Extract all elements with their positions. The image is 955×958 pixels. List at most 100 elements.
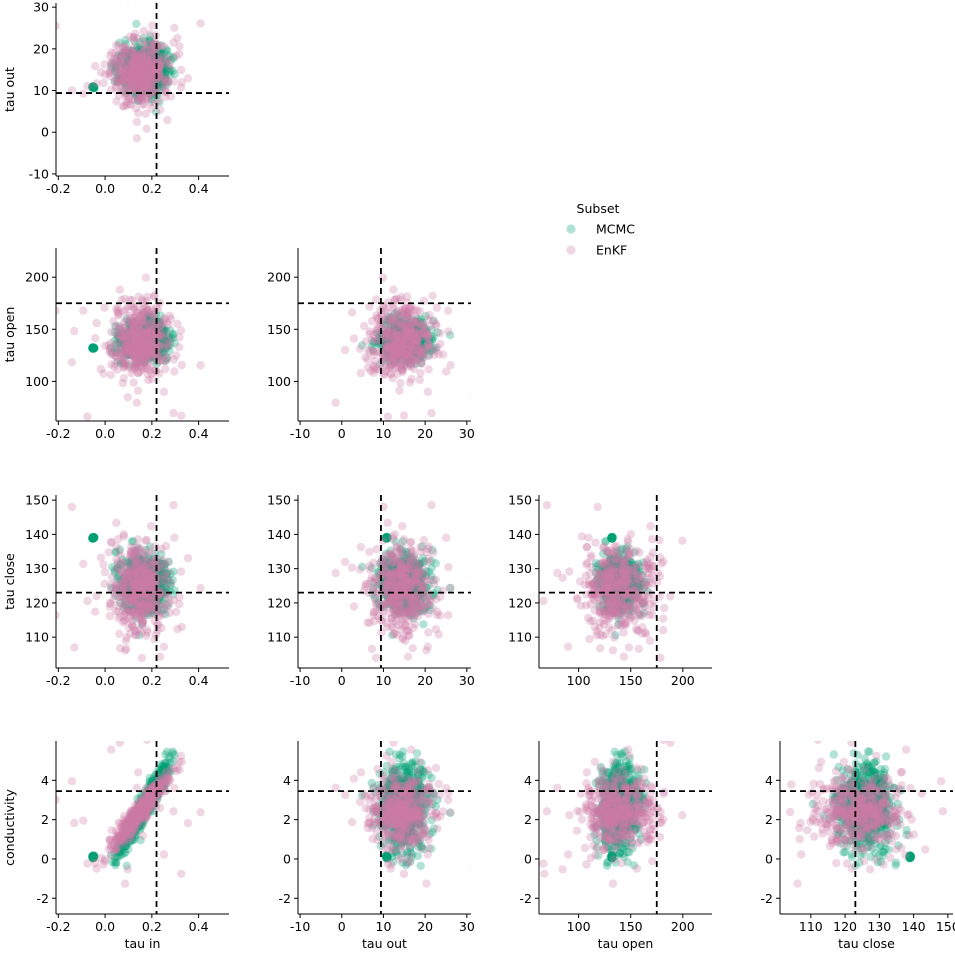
point-mcmc — [137, 327, 146, 336]
point-mcmc — [156, 328, 165, 338]
point-mcmc — [147, 349, 157, 358]
point-enkf — [423, 333, 432, 342]
point-mcmc — [140, 65, 150, 74]
point-mcmc — [144, 330, 153, 339]
point-mcmc — [131, 89, 140, 98]
point-enkf — [112, 97, 121, 106]
point-enkf — [128, 330, 137, 339]
point-mcmc — [142, 327, 151, 336]
x-tick-label: -10 — [290, 426, 310, 441]
point-mcmc — [147, 346, 156, 355]
point-enkf — [130, 55, 139, 64]
point-enkf — [147, 104, 156, 113]
point-mcmc — [89, 83, 98, 92]
point-mcmc — [141, 72, 150, 82]
point-mcmc — [140, 327, 149, 336]
point-mcmc — [123, 61, 132, 70]
point-mcmc — [144, 62, 153, 71]
point-mcmc — [134, 328, 143, 337]
point-enkf — [133, 52, 142, 62]
point-mcmc — [148, 344, 158, 353]
point-mcmc — [155, 318, 165, 327]
point-mcmc — [140, 340, 150, 349]
point-enkf — [118, 558, 127, 567]
point-mcmc — [118, 337, 127, 346]
point-enkf — [142, 79, 151, 88]
point-enkf — [143, 41, 152, 50]
point-enkf — [386, 369, 396, 378]
point-mcmc — [127, 54, 137, 63]
point-mcmc — [128, 330, 137, 339]
point-mcmc — [145, 59, 154, 68]
y-tick-label: 120 — [25, 595, 49, 610]
point-mcmc — [133, 74, 142, 83]
point-mcmc — [132, 327, 141, 336]
point-mcmc — [122, 49, 131, 58]
point-mcmc — [138, 58, 148, 67]
point-enkf — [139, 36, 148, 45]
point-mcmc — [134, 78, 143, 87]
point-enkf — [127, 76, 136, 86]
point-enkf — [133, 73, 143, 82]
point-mcmc — [122, 80, 131, 90]
point-enkf — [136, 59, 145, 69]
point-enkf — [365, 347, 374, 357]
point-mcmc — [147, 61, 156, 71]
point-enkf — [137, 361, 146, 370]
point-enkf — [407, 374, 416, 384]
point-mcmc — [166, 334, 175, 343]
point-mcmc — [123, 341, 132, 350]
point-enkf — [104, 69, 113, 78]
point-mcmc — [135, 65, 145, 75]
point-enkf — [100, 341, 110, 351]
point-mcmc — [132, 336, 141, 345]
point-enkf — [407, 327, 416, 337]
point-enkf — [141, 83, 150, 92]
point-enkf — [127, 68, 136, 77]
point-mcmc — [146, 64, 155, 73]
point-mcmc — [386, 339, 395, 348]
point-mcmc — [158, 340, 167, 349]
point-enkf — [146, 330, 155, 339]
point-enkf — [157, 563, 166, 572]
point-mcmc — [162, 62, 171, 71]
point-mcmc — [136, 75, 145, 84]
point-mcmc — [121, 35, 130, 45]
point-enkf — [137, 71, 147, 80]
point-enkf — [129, 348, 138, 358]
point-enkf — [133, 355, 142, 364]
point-enkf — [136, 60, 145, 69]
point-enkf — [138, 63, 148, 73]
point-mcmc — [125, 324, 134, 333]
point-mcmc — [147, 337, 156, 347]
point-enkf — [111, 340, 121, 350]
point-mcmc — [146, 67, 155, 76]
point-mcmc — [141, 327, 150, 337]
point-mcmc — [129, 71, 138, 80]
point-mcmc — [156, 311, 166, 320]
point-mcmc — [146, 336, 156, 345]
point-enkf — [129, 83, 138, 92]
point-enkf — [153, 55, 162, 64]
point-mcmc — [135, 334, 144, 344]
point-enkf — [120, 358, 129, 367]
y-tick-label: 110 — [25, 630, 49, 645]
point-enkf — [161, 339, 171, 348]
point-mcmc — [140, 331, 149, 340]
point-mcmc — [148, 62, 157, 71]
point-mcmc — [128, 49, 137, 58]
point-mcmc — [139, 60, 149, 69]
point-enkf — [124, 76, 134, 85]
point-mcmc — [137, 54, 146, 63]
point-mcmc — [145, 60, 154, 69]
point-mcmc — [88, 82, 97, 92]
point-mcmc — [155, 325, 165, 334]
point-enkf — [141, 273, 151, 282]
point-mcmc — [145, 68, 154, 77]
point-mcmc — [146, 64, 155, 73]
point-enkf — [124, 92, 133, 101]
point-mcmc — [139, 308, 149, 317]
point-enkf — [104, 341, 113, 350]
point-mcmc — [145, 65, 154, 75]
point-mcmc — [144, 73, 154, 82]
